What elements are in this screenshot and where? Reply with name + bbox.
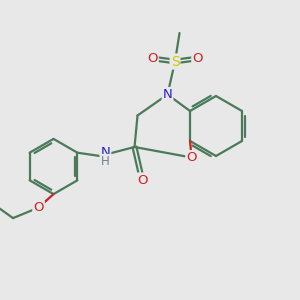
Text: H: H	[101, 155, 110, 168]
Text: N: N	[100, 146, 110, 159]
Text: O: O	[33, 201, 44, 214]
Text: N: N	[163, 88, 172, 101]
Text: O: O	[137, 173, 147, 187]
Text: O: O	[186, 151, 197, 164]
Text: S: S	[171, 55, 179, 68]
Text: O: O	[192, 52, 203, 65]
Text: O: O	[147, 52, 158, 65]
